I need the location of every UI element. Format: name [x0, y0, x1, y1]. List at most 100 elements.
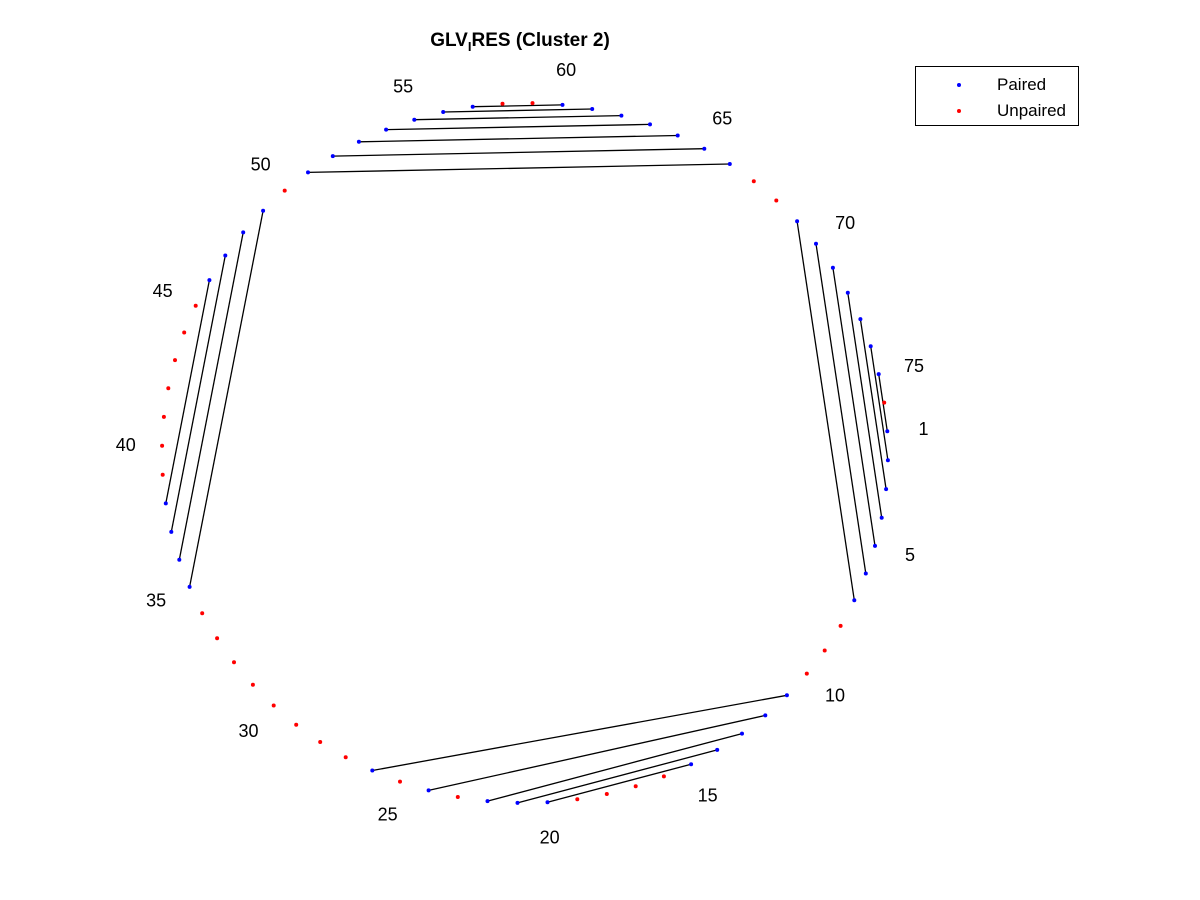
- position-label: 25: [378, 805, 398, 825]
- paired-nucleotide: [675, 133, 680, 138]
- position-label: 35: [146, 590, 166, 610]
- paired-nucleotide: [261, 208, 266, 213]
- pair-line: [796, 221, 855, 601]
- paired-nucleotide: [223, 253, 228, 258]
- paired-nucleotide: [426, 788, 431, 793]
- unpaired-nucleotide: [318, 740, 323, 744]
- paired-nucleotide: [306, 170, 310, 175]
- pair-line: [547, 763, 692, 803]
- unpaired-nucleotide: [160, 443, 165, 448]
- position-label: 60: [556, 60, 576, 80]
- pair-line: [188, 210, 264, 588]
- pair-line: [832, 267, 876, 546]
- pair-line: [372, 694, 788, 772]
- pair-lines: [165, 104, 889, 804]
- pair-line: [307, 163, 730, 174]
- position-label: 30: [238, 721, 258, 741]
- paired-nucleotide: [795, 219, 800, 224]
- position-label: 70: [835, 213, 855, 233]
- position-label: 5: [905, 545, 915, 565]
- paired-nucleotide: [873, 543, 877, 548]
- unpaired-nucleotide: [200, 611, 205, 616]
- paired-nucleotide: [330, 154, 335, 159]
- paired-nucleotide: [619, 113, 624, 118]
- paired-nucleotide: [370, 768, 375, 773]
- legend-label-unpaired: Unpaired: [997, 101, 1066, 120]
- paired-nucleotide: [845, 290, 850, 295]
- position-label: 75: [904, 356, 924, 376]
- paired-nucleotide: [560, 102, 565, 107]
- unpaired-nucleotide: [343, 755, 348, 760]
- unpaired-nucleotide: [882, 400, 887, 405]
- paired-nucleotide: [384, 127, 389, 132]
- paired-nucleotide: [863, 571, 868, 576]
- pair-line: [170, 255, 226, 533]
- paired-nucleotide: [727, 162, 732, 166]
- position-label: 1: [918, 419, 928, 439]
- unpaired-nucleotide: [271, 703, 276, 708]
- unpaired-nucleotide: [282, 188, 287, 193]
- unpaired-nucleotide: [193, 303, 198, 308]
- pair-line: [332, 148, 705, 157]
- pair-line: [178, 232, 244, 560]
- paired-nucleotide: [740, 731, 744, 736]
- legend-item-unpaired: Unpaired: [916, 101, 1078, 121]
- unpaired-nucleotide: [215, 636, 220, 641]
- pair-line: [847, 292, 883, 518]
- paired-nucleotide: [515, 800, 520, 805]
- unpaired-nucleotide: [774, 198, 779, 203]
- paired-nucleotide: [545, 800, 550, 805]
- position-label: 10: [825, 686, 845, 706]
- paired-nucleotide: [207, 278, 212, 283]
- paired-nucleotide: [470, 104, 475, 109]
- paired-nucleotide: [187, 584, 192, 589]
- pair-line: [815, 243, 867, 574]
- unpaired-marker-icon: [957, 109, 961, 113]
- unpaired-nucleotide: [161, 414, 166, 419]
- pair-line: [386, 123, 651, 131]
- unpaired-nucleotide: [822, 648, 827, 653]
- unpaired-nucleotide: [294, 722, 299, 727]
- paired-marker-icon: [957, 83, 961, 87]
- unpaired-nucleotide: [173, 358, 177, 363]
- unpaired-nucleotide: [250, 682, 255, 687]
- nucleotide-nodes: [160, 101, 890, 805]
- position-label: 15: [698, 785, 718, 805]
- unpaired-nucleotide: [838, 623, 843, 628]
- paired-nucleotide: [485, 799, 490, 804]
- pair-line: [165, 279, 211, 504]
- unpaired-nucleotide: [575, 797, 580, 802]
- legend-label-paired: Paired: [997, 75, 1047, 94]
- legend-item-paired: Paired: [916, 75, 1078, 95]
- paired-nucleotide: [177, 557, 182, 562]
- pair-line: [358, 134, 678, 143]
- unpaired-nucleotide: [500, 101, 505, 106]
- unpaired-nucleotide: [166, 386, 171, 391]
- position-label: 65: [712, 108, 732, 128]
- pair-line: [870, 346, 889, 461]
- unpaired-nucleotide: [661, 774, 666, 779]
- unpaired-nucleotide: [804, 671, 809, 676]
- paired-nucleotide: [241, 230, 246, 235]
- paired-nucleotide: [163, 501, 168, 506]
- paired-nucleotide: [852, 598, 857, 603]
- pair-line: [443, 108, 593, 113]
- unpaired-nucleotide: [633, 784, 638, 789]
- legend: Paired Unpaired: [915, 66, 1079, 126]
- paired-nucleotide: [441, 110, 446, 114]
- unpaired-nucleotide: [604, 792, 609, 796]
- unpaired-nucleotide: [530, 101, 535, 106]
- position-label: 20: [540, 827, 560, 847]
- paired-nucleotide: [763, 713, 768, 718]
- pair-line: [428, 714, 766, 792]
- paired-nucleotide: [648, 122, 652, 127]
- position-label: 50: [251, 154, 271, 174]
- paired-nucleotide: [885, 429, 890, 434]
- unpaired-nucleotide: [751, 179, 756, 184]
- paired-nucleotide: [879, 515, 884, 520]
- pair-line: [859, 319, 887, 490]
- pair-line: [472, 104, 563, 108]
- paired-nucleotide: [702, 146, 707, 151]
- paired-nucleotide: [885, 458, 890, 463]
- position-label: 45: [153, 281, 173, 301]
